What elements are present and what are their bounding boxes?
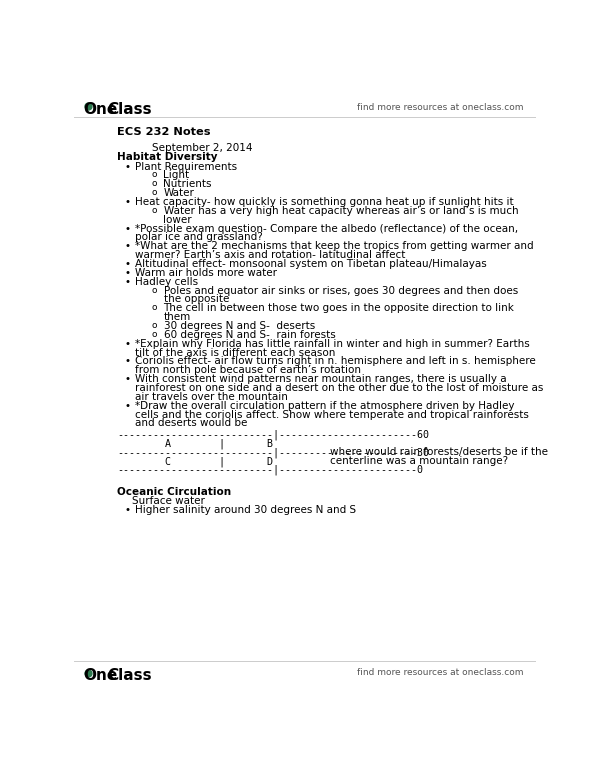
Text: o: o bbox=[152, 206, 157, 215]
Text: centerline was a mountain range?: centerline was a mountain range? bbox=[330, 456, 508, 466]
Text: 30 degrees N and S-  deserts: 30 degrees N and S- deserts bbox=[164, 321, 315, 331]
Text: A        |       B: A | B bbox=[117, 438, 273, 449]
Text: Poles and equator air sinks or rises, goes 30 degrees and then does: Poles and equator air sinks or rises, go… bbox=[164, 286, 518, 296]
Text: find more resources at oneclass.com: find more resources at oneclass.com bbox=[358, 103, 524, 112]
Text: Hadley cells: Hadley cells bbox=[135, 276, 198, 286]
Text: air travels over the mountain: air travels over the mountain bbox=[135, 392, 288, 402]
Text: Altitudinal effect- monsoonal system on Tibetan plateau/Himalayas: Altitudinal effect- monsoonal system on … bbox=[135, 259, 487, 269]
Text: o: o bbox=[152, 188, 157, 197]
Text: polar ice and grassland?: polar ice and grassland? bbox=[135, 233, 262, 243]
Text: Habitat Diversity: Habitat Diversity bbox=[117, 152, 218, 162]
Text: o: o bbox=[152, 286, 157, 295]
Text: •: • bbox=[125, 400, 131, 410]
Text: --------------------------|-----------------------30: --------------------------|-------------… bbox=[117, 447, 429, 457]
Text: •: • bbox=[125, 259, 131, 269]
Text: Coriolis effect- air flow turns right in n. hemisphere and left in s. hemisphere: Coriolis effect- air flow turns right in… bbox=[135, 357, 536, 367]
Text: *Draw the overall circulation pattern if the atmosphere driven by Hadley: *Draw the overall circulation pattern if… bbox=[135, 400, 514, 410]
Text: 60 degrees N and S-  rain forests: 60 degrees N and S- rain forests bbox=[164, 330, 335, 340]
Text: •: • bbox=[125, 357, 131, 367]
Text: Warm air holds more water: Warm air holds more water bbox=[135, 268, 277, 278]
Text: •: • bbox=[125, 241, 131, 251]
Text: lower: lower bbox=[164, 215, 192, 225]
Text: •: • bbox=[125, 505, 131, 515]
Text: Higher salinity around 30 degrees N and S: Higher salinity around 30 degrees N and … bbox=[135, 505, 356, 515]
Text: rainforest on one side and a desert on the other due to the lost of moisture as: rainforest on one side and a desert on t… bbox=[135, 383, 543, 393]
Text: *Possible exam question- Compare the albedo (reflectance) of the ocean,: *Possible exam question- Compare the alb… bbox=[135, 223, 518, 233]
Text: Nutrients: Nutrients bbox=[164, 179, 212, 189]
Text: and deserts would be: and deserts would be bbox=[135, 418, 247, 428]
Text: With consistent wind patterns near mountain ranges, there is usually a: With consistent wind patterns near mount… bbox=[135, 374, 506, 384]
Text: Heat capacity- how quickly is something gonna heat up if sunlight hits it: Heat capacity- how quickly is something … bbox=[135, 197, 513, 207]
Text: •: • bbox=[125, 268, 131, 278]
Text: find more resources at oneclass.com: find more resources at oneclass.com bbox=[358, 668, 524, 678]
Text: them: them bbox=[164, 312, 191, 322]
Text: Surface water: Surface water bbox=[133, 496, 205, 506]
Text: cells and the coriolis affect. Show where temperate and tropical rainforests: cells and the coriolis affect. Show wher… bbox=[135, 410, 529, 420]
Text: --------------------------|-----------------------60: --------------------------|-------------… bbox=[117, 430, 429, 440]
Text: tilt of the axis is different each season: tilt of the axis is different each seaso… bbox=[135, 347, 335, 357]
Text: o: o bbox=[152, 321, 157, 330]
Text: o: o bbox=[152, 303, 157, 313]
Text: Class: Class bbox=[107, 668, 152, 683]
Text: the opposite: the opposite bbox=[164, 294, 229, 304]
Text: One: One bbox=[84, 102, 118, 116]
Text: from north pole because of earth’s rotation: from north pole because of earth’s rotat… bbox=[135, 365, 361, 375]
Text: •: • bbox=[125, 223, 131, 233]
Text: Plant Requirements: Plant Requirements bbox=[135, 162, 237, 172]
Text: September 2, 2014: September 2, 2014 bbox=[152, 143, 252, 153]
Text: o: o bbox=[152, 330, 157, 339]
Text: Oceanic Circulation: Oceanic Circulation bbox=[117, 487, 231, 497]
Text: •: • bbox=[125, 276, 131, 286]
Text: --------------------------|-----------------------0: --------------------------|-------------… bbox=[117, 465, 423, 475]
Text: Water: Water bbox=[164, 188, 195, 198]
Text: o: o bbox=[152, 179, 157, 189]
Text: o: o bbox=[152, 170, 157, 179]
Text: Light: Light bbox=[164, 170, 190, 180]
Text: •: • bbox=[125, 197, 131, 207]
Text: •: • bbox=[125, 339, 131, 349]
Text: •: • bbox=[125, 374, 131, 384]
Text: C        |       D: C | D bbox=[117, 456, 273, 467]
Text: *Explain why Florida has little rainfall in winter and high in summer? Earths: *Explain why Florida has little rainfall… bbox=[135, 339, 530, 349]
Text: One: One bbox=[84, 668, 118, 683]
Text: The cell in between those two goes in the opposite direction to link: The cell in between those two goes in th… bbox=[164, 303, 514, 313]
Text: ECS 232 Notes: ECS 232 Notes bbox=[117, 127, 211, 137]
Text: •: • bbox=[125, 162, 131, 172]
Text: Water has a very high heat capacity whereas air’s or land’s is much: Water has a very high heat capacity wher… bbox=[164, 206, 518, 216]
Text: warmer? Earth’s axis and rotation- latitudinal affect: warmer? Earth’s axis and rotation- latit… bbox=[135, 250, 405, 260]
Text: *What are the 2 mechanisms that keep the tropics from getting warmer and: *What are the 2 mechanisms that keep the… bbox=[135, 241, 534, 251]
Text: Class: Class bbox=[107, 102, 152, 116]
Text: where would rain forests/deserts be if the: where would rain forests/deserts be if t… bbox=[330, 447, 548, 457]
